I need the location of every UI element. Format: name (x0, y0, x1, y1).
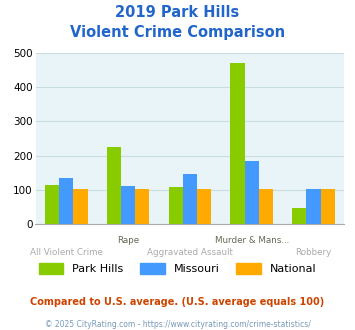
Bar (183, 174, 197, 224)
Bar (73, 189, 88, 224)
Legend: Park Hills, Missouri, National: Park Hills, Missouri, National (39, 263, 316, 274)
Text: Rape: Rape (117, 236, 139, 246)
Bar (292, 208, 306, 224)
Text: All Violent Crime: All Violent Crime (30, 248, 103, 257)
Bar (135, 189, 149, 224)
Bar (259, 189, 273, 224)
Text: Murder & Mans...: Murder & Mans... (214, 236, 289, 246)
Bar (306, 189, 321, 224)
Bar (59, 178, 73, 224)
Bar (197, 189, 211, 224)
Text: Aggravated Assault: Aggravated Assault (147, 248, 233, 257)
Bar (245, 161, 259, 224)
Bar (45, 185, 59, 224)
Text: 2019 Park Hills: 2019 Park Hills (115, 5, 240, 20)
Text: Robbery: Robbery (295, 248, 332, 257)
Bar (321, 189, 335, 224)
Bar (169, 187, 183, 224)
Bar (107, 147, 121, 224)
Text: Compared to U.S. average. (U.S. average equals 100): Compared to U.S. average. (U.S. average … (31, 297, 324, 307)
Bar (230, 63, 245, 224)
Text: Violent Crime Comparison: Violent Crime Comparison (70, 25, 285, 40)
Bar (121, 185, 135, 224)
Text: © 2025 CityRating.com - https://www.cityrating.com/crime-statistics/: © 2025 CityRating.com - https://www.city… (45, 320, 310, 329)
